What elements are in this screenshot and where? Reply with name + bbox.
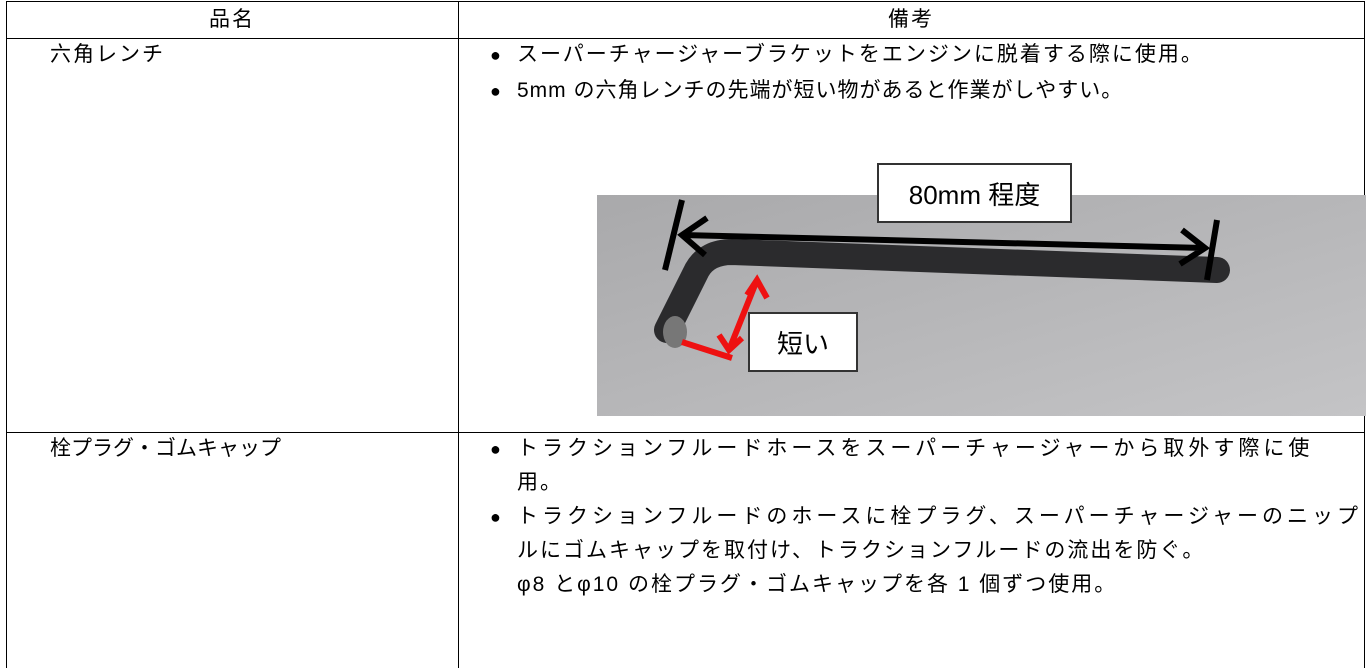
- photo: [597, 195, 1366, 416]
- bullet: ●: [490, 45, 501, 65]
- rule: [6, 1, 7, 668]
- wrench-tip: [663, 316, 687, 348]
- short-arrow: [716, 274, 770, 355]
- rule: [6, 432, 1365, 433]
- bullet: ●: [490, 439, 501, 459]
- bullet: ●: [490, 81, 501, 101]
- note: 用。: [517, 471, 563, 494]
- bullet: ●: [490, 507, 501, 527]
- length-label: 80mm 程度: [877, 163, 1072, 223]
- rule: [6, 1, 1365, 2]
- item: 六角レンチ: [50, 43, 165, 66]
- note: ルにゴムキャップを取付け、トラクションフルードの流出を防ぐ。: [517, 539, 1206, 562]
- item: 栓プラグ・ゴムキャップ: [50, 437, 281, 460]
- note: φ8 とφ10 の栓プラグ・ゴムキャップを各 1 個ずつ使用。: [517, 573, 1118, 596]
- dim-bar: [1204, 219, 1220, 281]
- note: トラクションフルードのホースに栓プラグ、スーパーチャージャーのニップ: [517, 505, 1362, 528]
- header-cell: 備考: [888, 8, 934, 31]
- wrench: [654, 238, 1230, 343]
- dim-bar: [662, 199, 685, 271]
- note: スーパーチャージャーブラケットをエンジンに脱着する際に使用。: [517, 43, 1204, 66]
- rule: [458, 1, 459, 668]
- rule: [6, 38, 1365, 39]
- header-cell: 品名: [209, 8, 255, 31]
- note: 5mm の六角レンチの先端が短い物があると作業がしやすい。: [517, 79, 1124, 102]
- figure: [597, 195, 1366, 416]
- dim-arrow: [677, 215, 1211, 267]
- note: トラクションフルードホースをスーパーチャージャーから取外す際に使: [517, 437, 1314, 460]
- short-label: 短い: [748, 312, 858, 372]
- short-bar: [681, 339, 733, 361]
